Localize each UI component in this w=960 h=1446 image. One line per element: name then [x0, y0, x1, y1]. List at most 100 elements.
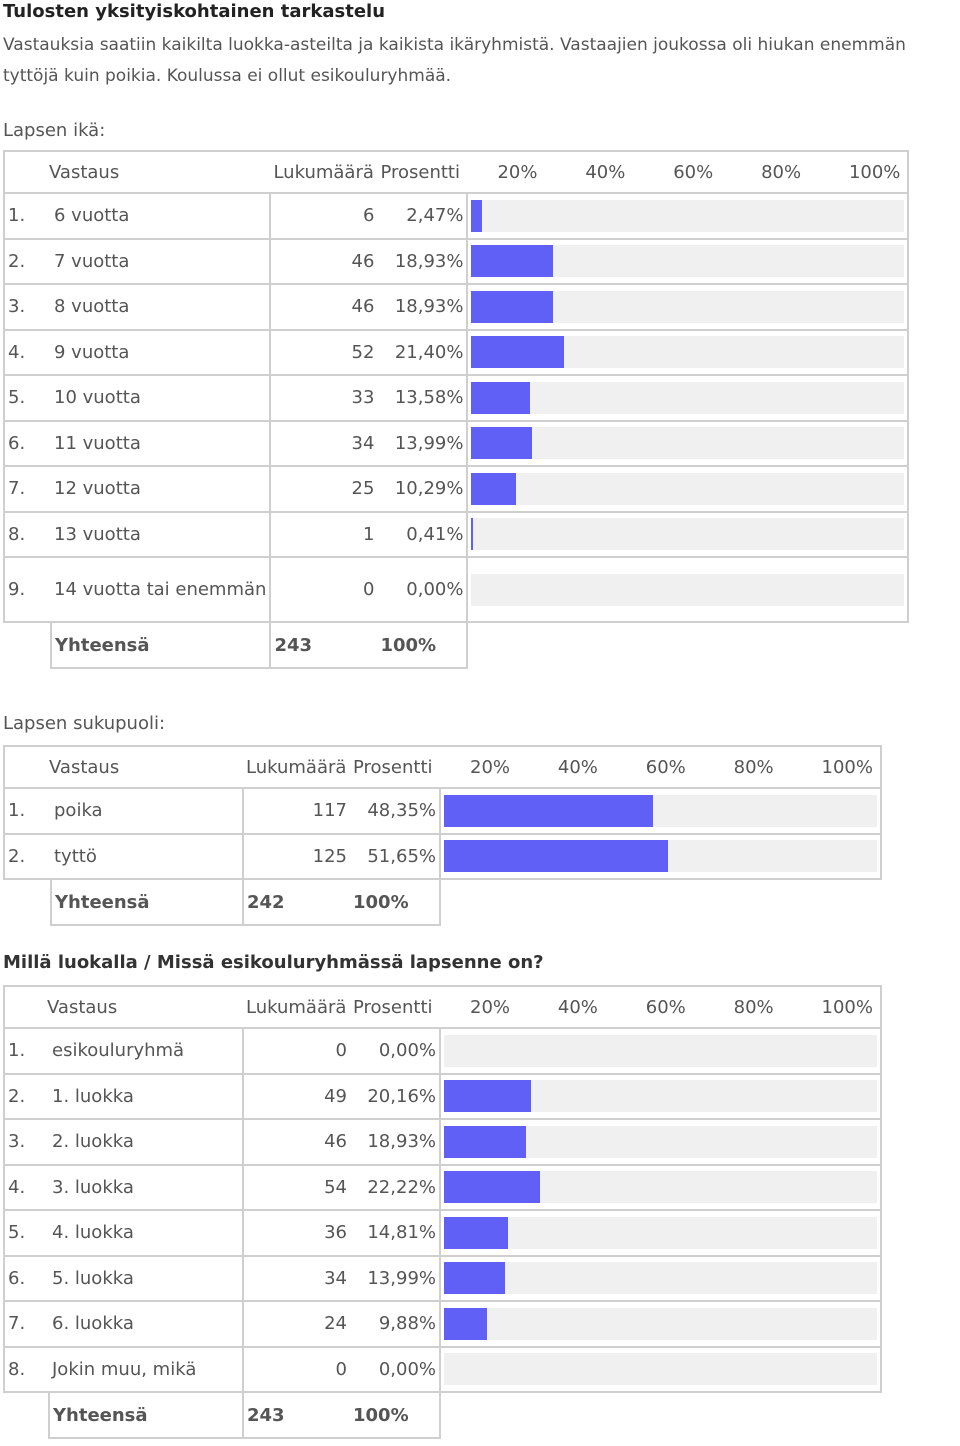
answer-label: 6 vuotta: [51, 192, 272, 240]
scale-tick-label: 80%: [761, 161, 802, 183]
table-row: 3. 8 vuotta 46 18,93%: [3, 283, 910, 331]
answer-count: 25: [269, 465, 378, 513]
row-number: 6.: [3, 419, 51, 467]
row-number: 8.: [3, 510, 51, 558]
answer-bar-cell: [439, 787, 882, 835]
table-header-row: Vastaus Lukumäärä Prosentti 20% 40% 60% 80% 100…: [4, 151, 909, 193]
row-number: 5.: [3, 374, 51, 422]
scale-tick-label: 100%: [848, 161, 901, 183]
answer-label: esikouluryhmä: [49, 1027, 244, 1075]
row-number: 7.: [3, 465, 51, 513]
table-row: 6. 5. luokka 34 13,99%: [3, 1254, 882, 1302]
answer-percent: 22,22%: [350, 1163, 441, 1211]
answer-percent: 48,35%: [350, 787, 441, 835]
table-row: 8. Jokin muu, mikä 0 0,00%: [3, 1345, 882, 1393]
answer-count: 0: [269, 556, 378, 623]
percent-scale: 20% 40% 60% 80% 100%: [440, 757, 873, 778]
scale-tick-label: 20%: [497, 161, 538, 183]
answer-label: 2. luokka: [49, 1118, 244, 1166]
total-count: 243: [242, 1391, 350, 1439]
answer-bar: [471, 427, 533, 460]
answer-bar: [471, 290, 554, 323]
answer-bar-track: [471, 199, 905, 232]
results-table: Vastaus Lukumäärä Prosentti 20% 40% 60% 80% 100…: [3, 745, 882, 926]
answer-bar-track: [444, 1125, 877, 1158]
answer-percent: 0,41%: [377, 510, 469, 558]
total-bar-spacer: [440, 879, 881, 925]
header-percent: Prosentti: [353, 996, 433, 1018]
table-row: 4. 3. luokka 54 22,22%: [3, 1163, 882, 1211]
answer-label: 8 vuotta: [51, 283, 272, 331]
table-row: 2. 7 vuotta 46 18,93%: [3, 237, 910, 285]
header-percent: Prosentti: [353, 756, 433, 778]
row-number: 7.: [3, 1300, 49, 1348]
answer-count: 49: [242, 1072, 350, 1120]
answer-label: Jokin muu, mikä: [49, 1345, 244, 1393]
answer-bar-cell: [466, 283, 910, 331]
answer-bar-track: [471, 245, 905, 278]
results-table: Vastaus Lukumäärä Prosentti 20% 40% 60% 80% 100…: [3, 150, 910, 669]
answer-count: 34: [269, 419, 378, 467]
table-row: 1. 6 vuotta 6 2,47%: [3, 192, 910, 240]
total-percent: 100%: [350, 878, 441, 926]
answer-bar: [471, 472, 516, 505]
answer-label: 10 vuotta: [51, 374, 272, 422]
answer-bar-cell: [466, 237, 910, 285]
section-heading: Millä luokalla / Missä esikouluryhmässä …: [3, 952, 544, 973]
answer-bar-track: [471, 518, 905, 551]
row-number: 8.: [3, 1345, 49, 1393]
scale-tick-label: 60%: [645, 996, 686, 1018]
percent-scale: 20% 40% 60% 80% 100%: [440, 997, 873, 1018]
total-label: Yhteensä: [50, 878, 244, 926]
answer-label: 12 vuotta: [51, 465, 272, 513]
answer-count: 0: [242, 1345, 350, 1393]
answer-bar-cell: [439, 1163, 882, 1211]
answer-bar: [471, 381, 531, 414]
scale-tick-label: 40%: [557, 996, 598, 1018]
answer-bar-cell: [439, 1300, 882, 1348]
answer-percent: 20,16%: [350, 1072, 441, 1120]
header-scale: 20% 40% 60% 80% 100%: [467, 151, 908, 193]
answer-bar-cell: [466, 374, 910, 422]
table-row: 5. 4. luokka 36 14,81%: [3, 1209, 882, 1257]
answer-label: 13 vuotta: [51, 510, 272, 558]
total-percent: 100%: [377, 621, 469, 669]
answer-bar-cell: [466, 510, 910, 558]
answer-bar: [471, 336, 565, 369]
row-number: 4.: [3, 1163, 49, 1211]
total-row: Yhteensä 243 100%: [4, 621, 908, 669]
answer-bar-cell: [439, 1027, 882, 1075]
answer-bar-cell: [466, 328, 910, 376]
row-number: 1.: [3, 1027, 49, 1075]
answer-label: 6. luokka: [49, 1300, 244, 1348]
answer-bar-cell: [439, 1072, 882, 1120]
header-count: Lukumäärä: [246, 756, 347, 778]
scale-tick-label: 20%: [470, 756, 511, 778]
intro-text: Vastauksia saatiin kaikilta luokka-astei…: [3, 35, 906, 86]
answer-count: 34: [242, 1254, 350, 1302]
header-percent: Prosentti: [380, 161, 460, 183]
answer-bar-track: [444, 1034, 877, 1067]
answer-bar-cell: [466, 556, 910, 623]
answer-bar-cell: [439, 832, 882, 880]
answer-bar: [444, 1080, 532, 1113]
row-number: 2.: [3, 1072, 49, 1120]
row-number: 6.: [3, 1254, 49, 1302]
answer-bar-track: [444, 794, 877, 827]
header-count: Lukumäärä: [246, 996, 347, 1018]
section-heading: Lapsen sukupuoli:: [3, 713, 166, 734]
total-spacer: [4, 622, 51, 668]
row-number: 1.: [3, 192, 51, 240]
answer-bar-cell: [466, 465, 910, 513]
answer-bar-track: [471, 427, 905, 460]
total-row: Yhteensä 243 100%: [4, 1391, 881, 1439]
answer-bar-track: [444, 1262, 877, 1295]
row-number: 3.: [3, 1118, 49, 1166]
answer-bar: [444, 840, 668, 873]
total-count: 243: [269, 621, 378, 669]
answer-percent: 18,93%: [350, 1118, 441, 1166]
answer-bar-track: [471, 472, 905, 505]
total-spacer: [4, 879, 51, 925]
answer-label: 3. luokka: [49, 1163, 244, 1211]
answer-percent: 21,40%: [377, 328, 469, 376]
